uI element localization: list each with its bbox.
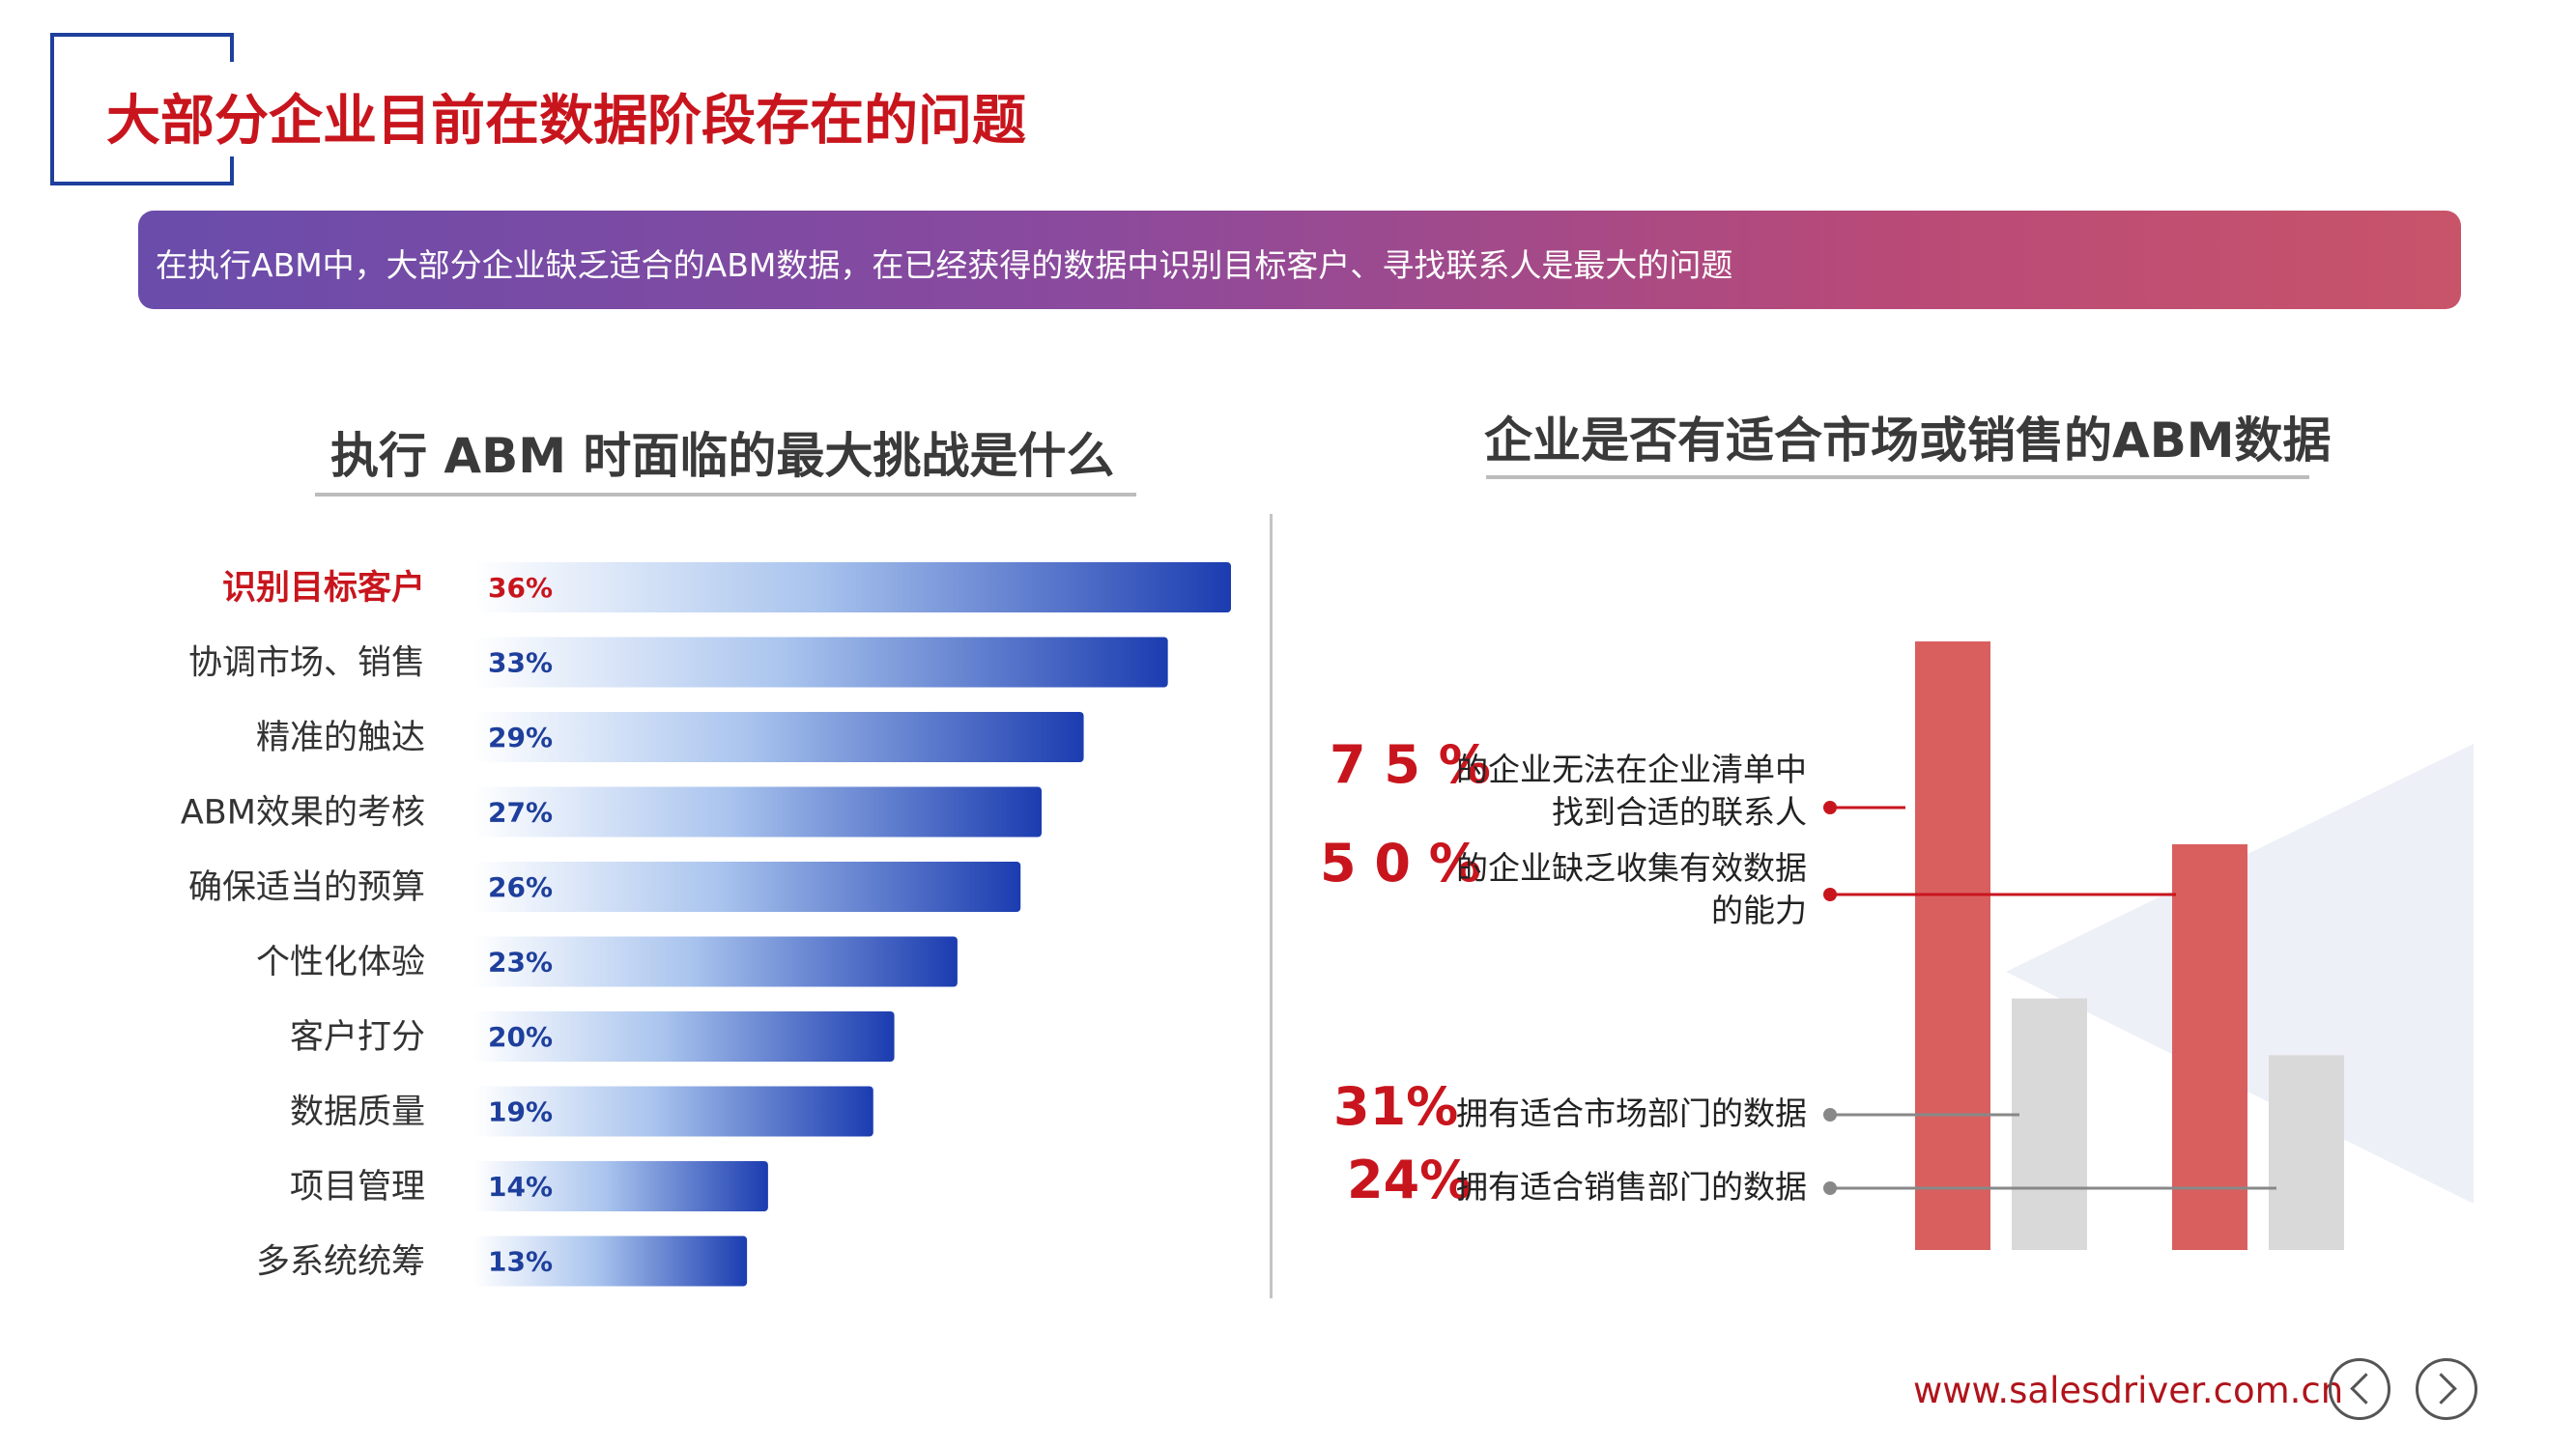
banner-text: 在执行ABM中，大部分企业缺乏适合的ABM数据，在已经获得的数据中识别目标客户、…: [156, 246, 1733, 284]
annotation-value: 24%: [1347, 1150, 1472, 1210]
annotation-text: 的能力: [1711, 892, 1807, 929]
bar-9: [473, 1161, 768, 1211]
red-bar-2: [2172, 844, 2247, 1250]
leader-dot: [1823, 888, 1837, 901]
chevron-left-icon: [2350, 1373, 2382, 1405]
bar-value-label: 19%: [488, 1096, 553, 1128]
bar-value-label: 26%: [488, 871, 553, 903]
category-label: 客户打分: [290, 1018, 425, 1057]
chevron-right-icon: [2425, 1373, 2457, 1405]
next-slide-button[interactable]: [2416, 1358, 2477, 1420]
bar-value-label: 27%: [488, 797, 553, 829]
title-frame-bottom: [50, 182, 234, 185]
title-frame-top-right: [230, 33, 234, 62]
gray-bar-2: [2269, 1055, 2344, 1250]
annotation-text: 拥有适合销售部门的数据: [1456, 1168, 1807, 1206]
title-frame-left: [50, 33, 54, 185]
bar-1: [473, 562, 1231, 612]
bar-5: [473, 862, 1021, 912]
bar-10: [473, 1236, 748, 1287]
bar-value-label: 29%: [488, 722, 553, 753]
bar-value-label: 14%: [488, 1171, 553, 1203]
bar-value-label: 33%: [488, 647, 553, 679]
category-label: 数据质量: [290, 1094, 425, 1132]
annotation-text: 拥有适合市场部门的数据: [1456, 1094, 1807, 1132]
bar-value-label: 36%: [488, 572, 553, 604]
category-label: 精准的触达: [256, 719, 425, 757]
right-title-underline: [1486, 475, 2309, 479]
prev-slide-button[interactable]: [2329, 1358, 2390, 1420]
category-label: 项目管理: [290, 1168, 425, 1207]
bar-8: [473, 1086, 873, 1137]
left-chart-title: 执行 ABM 时面临的最大挑战是什么: [330, 428, 1115, 484]
footer-url[interactable]: www.salesdriver.com.cn: [1913, 1370, 2344, 1411]
summary-banner: 在执行ABM中，大部分企业缺乏适合的ABM数据，在已经获得的数据中识别目标客户、…: [138, 211, 2461, 309]
category-label: 识别目标客户: [222, 568, 425, 608]
right-chart-title: 企业是否有适合市场或销售的ABM数据: [1484, 412, 2332, 469]
bar-7: [473, 1011, 895, 1062]
category-label: 个性化体验: [256, 944, 425, 982]
annotation-value: 5 0 %: [1320, 833, 1481, 894]
annotation-value: 7 5 %: [1330, 734, 1491, 795]
title-frame-top: [50, 33, 234, 37]
annotation-text: 找到合适的联系人: [1552, 793, 1807, 831]
category-label: 协调市场、销售: [188, 644, 425, 683]
leader-dot: [1823, 801, 1837, 814]
annotation-text: 的企业无法在企业清单中: [1456, 751, 1807, 788]
panel-divider: [1270, 514, 1273, 1298]
leader-dot: [1823, 1181, 1837, 1195]
left-title-underline: [315, 493, 1136, 497]
category-label: 多系统统筹: [256, 1243, 425, 1282]
bar-value-label: 20%: [488, 1021, 553, 1053]
bar-4: [473, 786, 1042, 838]
category-label: ABM效果的考核: [181, 794, 425, 833]
annotation-value: 31%: [1333, 1076, 1458, 1137]
title-frame-bottom-right: [230, 156, 234, 185]
bar-2: [473, 637, 1168, 688]
bar-value-label: 23%: [488, 947, 553, 979]
category-label: 确保适当的预算: [188, 868, 425, 907]
bar-3: [473, 712, 1084, 762]
gray-bar-1: [2012, 998, 2087, 1250]
red-bar-1: [1915, 641, 1990, 1250]
leader-dot: [1823, 1108, 1837, 1122]
page-title: 大部分企业目前在数据阶段存在的问题: [106, 90, 1026, 153]
annotation-text: 的企业缺乏收集有效数据: [1456, 849, 1807, 887]
bar-6: [473, 936, 958, 987]
bar-value-label: 13%: [488, 1246, 553, 1278]
